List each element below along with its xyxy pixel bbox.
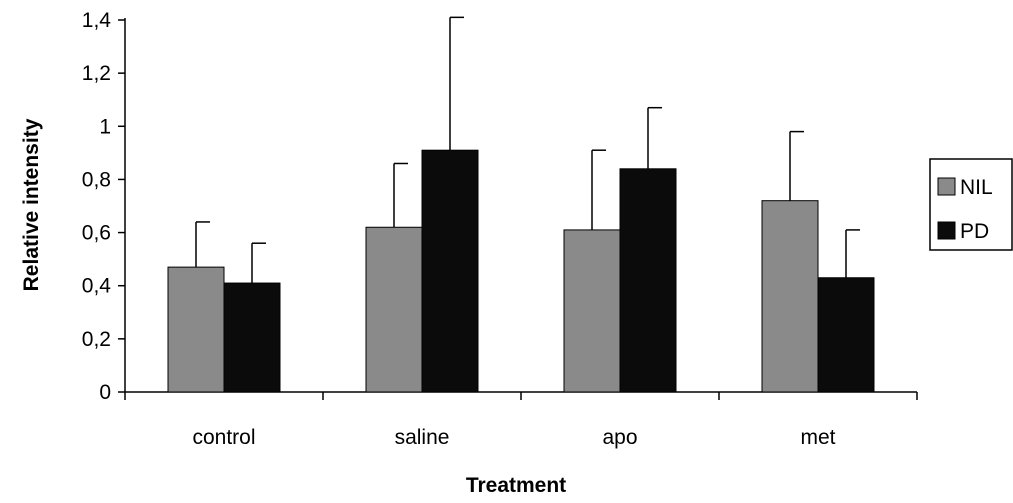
- y-tick-label: 0,8: [82, 168, 111, 191]
- error-bars: [195, 16, 860, 284]
- legend-swatch-nil: [937, 177, 956, 196]
- y-axis-title: Relative intensity: [20, 118, 43, 291]
- y-tick-label: 0,4: [82, 275, 112, 298]
- bar-nil-apo: [563, 229, 621, 393]
- y-tick-label: 1,4: [82, 9, 112, 32]
- legend-label-nil: NIL: [960, 176, 993, 199]
- bar-pd-met: [817, 277, 875, 393]
- x-axis-title: Treatment: [466, 474, 566, 497]
- y-tick-label: 0,2: [82, 328, 111, 351]
- x-category-label: control: [192, 426, 255, 449]
- bar-pd-apo: [619, 168, 677, 393]
- y-axis-ticks: 0 0,2 0,4 0,6 0,8 1 1,2 1,4: [82, 9, 125, 404]
- y-tick-label: 1,2: [82, 62, 111, 85]
- bar-nil-control: [167, 266, 225, 393]
- y-tick-label: 0: [99, 381, 111, 404]
- bar-nil-saline: [365, 226, 423, 393]
- x-category-label: met: [800, 426, 835, 449]
- bars: [167, 149, 875, 393]
- bar-pd-saline: [421, 149, 479, 393]
- legend-swatch-pd: [937, 221, 956, 240]
- x-category-label: saline: [395, 426, 450, 449]
- x-category-label: apo: [602, 426, 637, 449]
- legend-label-pd: PD: [960, 220, 989, 243]
- legend: NIL PD: [929, 158, 1013, 251]
- bar-nil-met: [761, 200, 819, 393]
- y-tick-label: 0,6: [82, 222, 111, 245]
- x-axis-categories: control saline apo met: [124, 392, 918, 449]
- bar-pd-control: [223, 282, 281, 393]
- y-tick-label: 1: [99, 115, 111, 138]
